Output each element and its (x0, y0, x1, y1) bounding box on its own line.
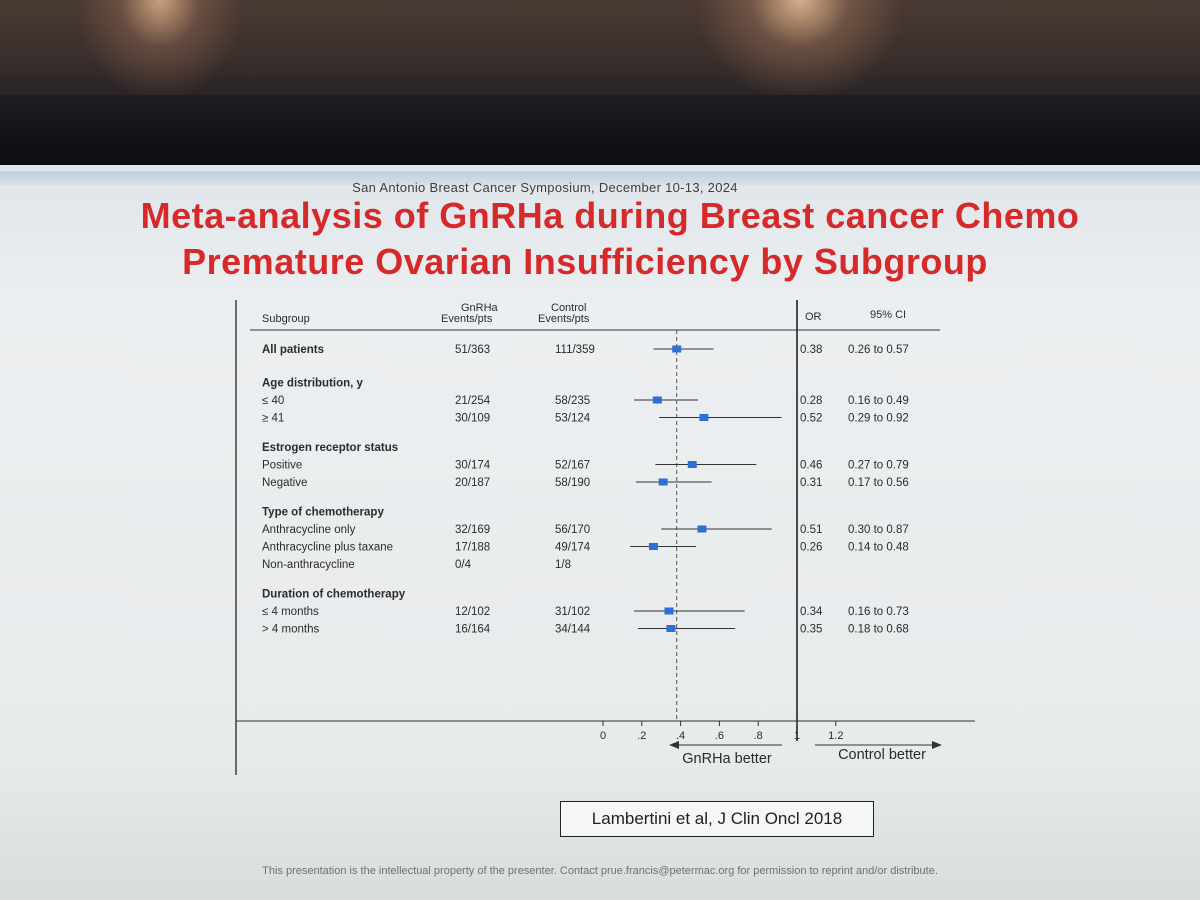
row-label: ≤ 4 months (262, 606, 319, 618)
slide-title-line1: Meta-analysis of GnRHa during Breast can… (140, 195, 1080, 236)
ci-value: 0.16 to 0.73 (848, 606, 909, 618)
or-value: 0.28 (800, 395, 822, 407)
ci-value: 0.26 to 0.57 (848, 344, 909, 356)
row-label: ≥ 41 (262, 413, 284, 425)
control-events: 49/174 (555, 542, 591, 554)
axis-tick-label: 1.2 (828, 730, 843, 742)
row-label: Negative (262, 477, 307, 489)
or-value: 0.34 (800, 606, 823, 618)
control-events: 34/144 (555, 624, 591, 636)
or-value: 0.31 (800, 477, 822, 489)
citation-box: Lambertini et al, J Clin Oncl 2018 (560, 801, 874, 837)
ci-value: 0.17 to 0.56 (848, 477, 909, 489)
header-subgroup: Subgroup (262, 313, 310, 325)
axis-tick-label: 0 (600, 730, 606, 742)
gnrha-events: 17/188 (455, 542, 490, 554)
subgroup-heading: Estrogen receptor status (262, 442, 398, 454)
forest-plot: SubgroupGnRHaEvents/ptsControlEvents/pts… (235, 300, 975, 775)
or-marker (652, 396, 662, 404)
header-control-events: Events/pts (538, 313, 590, 325)
favors-right-arrowhead (932, 741, 942, 749)
or-marker (699, 414, 709, 421)
symposium-header: San Antonio Breast Cancer Symposium, Dec… (352, 180, 738, 195)
axis-tick-label: .2 (637, 730, 646, 742)
control-events: 1/8 (555, 559, 571, 571)
subgroup-heading: Age distribution, y (262, 378, 364, 390)
row-label: ≤ 40 (262, 395, 284, 407)
gnrha-events: 0/4 (455, 559, 472, 571)
ceiling-light (80, 0, 240, 95)
or-value: 0.52 (800, 413, 822, 425)
ci-value: 0.14 to 0.48 (848, 542, 909, 554)
ci-value: 0.27 to 0.79 (848, 460, 909, 472)
gnrha-events: 30/174 (455, 460, 491, 472)
row-label: > 4 months (262, 624, 319, 636)
header-control: Control (551, 302, 586, 314)
gnrha-events: 21/254 (455, 395, 491, 407)
projection-screen: San Antonio Breast Cancer Symposium, Dec… (0, 165, 1200, 900)
or-marker (658, 478, 668, 486)
ceiling-light (700, 0, 900, 95)
header-or: OR (805, 311, 822, 323)
or-marker (648, 543, 658, 550)
control-events: 53/124 (555, 413, 591, 425)
or-value: 0.51 (800, 524, 822, 536)
or-marker (687, 461, 697, 468)
axis-tick-label: 1 (794, 730, 800, 742)
ci-value: 0.29 to 0.92 (848, 413, 909, 425)
ci-value: 0.18 to 0.68 (848, 624, 909, 636)
auditorium-band (0, 95, 1200, 165)
or-value: 0.35 (800, 624, 822, 636)
favors-left-arrowhead (669, 741, 679, 749)
favors-left-label: GnRHa better (682, 751, 772, 767)
or-value: 0.26 (800, 542, 822, 554)
control-events: 52/167 (555, 460, 590, 472)
or-marker (666, 625, 676, 632)
axis-tick-label: .4 (676, 730, 685, 742)
row-label: Anthracycline plus taxane (262, 542, 393, 554)
ci-value: 0.30 to 0.87 (848, 524, 909, 536)
gnrha-events: 20/187 (455, 477, 490, 489)
favors-right-label: Control better (838, 747, 926, 763)
gnrha-events: 51/363 (455, 344, 490, 356)
axis-tick-label: .8 (754, 730, 763, 742)
row-label: All patients (262, 344, 324, 356)
control-events: 31/102 (555, 606, 590, 618)
control-events: 58/235 (555, 395, 590, 407)
or-marker (672, 345, 682, 353)
header-gnrha-events: Events/pts (441, 313, 493, 325)
slide-title-line2: Premature Ovarian Insufficiency by Subgr… (182, 241, 988, 282)
slide-footer: This presentation is the intellectual pr… (262, 865, 938, 877)
gnrha-events: 12/102 (455, 606, 490, 618)
ceiling-background (0, 0, 1200, 95)
control-events: 56/170 (555, 524, 590, 536)
gnrha-events: 32/169 (455, 524, 490, 536)
gnrha-events: 16/164 (455, 624, 491, 636)
header-gnrha: GnRHa (461, 302, 499, 314)
axis-tick-label: .6 (715, 730, 724, 742)
gnrha-events: 30/109 (455, 413, 490, 425)
row-label: Positive (262, 460, 302, 472)
header-ci: 95% CI (870, 309, 906, 321)
control-events: 58/190 (555, 477, 590, 489)
subgroup-heading: Duration of chemotherapy (262, 589, 406, 601)
ci-value: 0.16 to 0.49 (848, 395, 909, 407)
or-marker (697, 525, 707, 533)
control-events: 111/359 (555, 344, 595, 356)
or-value: 0.46 (800, 460, 822, 472)
subgroup-heading: Type of chemotherapy (262, 507, 384, 519)
row-label: Non-anthracycline (262, 559, 355, 571)
or-value: 0.38 (800, 344, 822, 356)
slide-top-bar (0, 171, 1200, 185)
row-label: Anthracycline only (262, 524, 356, 536)
or-marker (664, 607, 674, 615)
